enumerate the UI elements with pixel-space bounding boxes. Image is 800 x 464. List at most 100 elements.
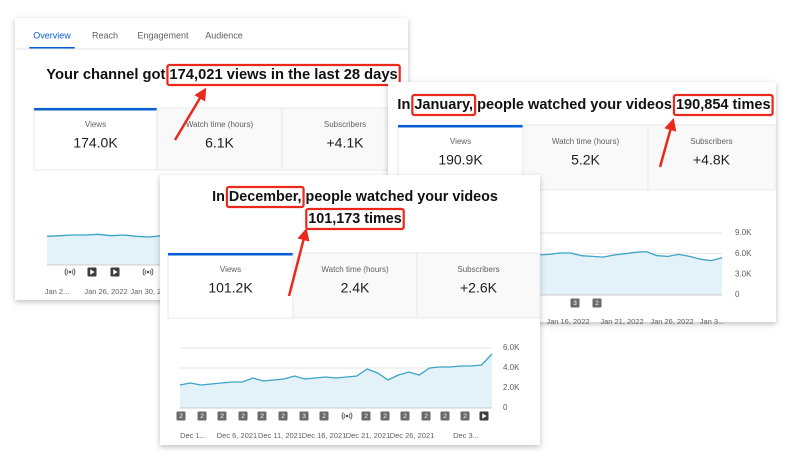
x-tick-label: Dec 1... xyxy=(180,431,206,440)
metric-label: Views xyxy=(220,265,241,274)
metric-selected-bar xyxy=(398,125,523,128)
metric-tile[interactable] xyxy=(281,107,409,171)
y-tick-label: 6.0K xyxy=(503,343,520,352)
marker-badge[interactable] xyxy=(319,411,329,421)
analytics-card: In December, people watched your videos 101… xyxy=(160,175,541,445)
metric-tile[interactable] xyxy=(167,252,294,319)
highlight-box xyxy=(672,93,774,117)
metric-selected-bar xyxy=(168,253,293,256)
metric-label: Watch time (hours) xyxy=(552,137,620,146)
metric-value: 190.9K xyxy=(438,152,483,168)
y-tick-label: 2.0K xyxy=(503,383,520,392)
metric-tile[interactable] xyxy=(522,124,649,191)
live-wave xyxy=(66,269,74,275)
x-tick-label: Jan 21, 2022 xyxy=(600,317,643,326)
metric-label: Watch time (hours) xyxy=(186,120,254,129)
marker-badge[interactable] xyxy=(197,411,207,421)
metric-tile[interactable] xyxy=(416,252,541,319)
headline-part: people watched your videos xyxy=(477,97,672,113)
x-tick-label: Dec 21, 2021 xyxy=(346,431,391,440)
metric-value: +2.6K xyxy=(460,280,498,296)
x-tick-label: Dec 6, 2021 xyxy=(217,431,257,440)
marker-count: 3 xyxy=(302,413,306,420)
marker-count: 2 xyxy=(322,413,326,420)
metric-label: Subscribers xyxy=(324,120,366,129)
headline-part: people watched your videos xyxy=(306,189,498,205)
highlight-box xyxy=(411,93,477,117)
metric-label: Views xyxy=(85,120,106,129)
live-wave xyxy=(343,413,351,419)
marker-badge[interactable] xyxy=(278,411,288,421)
tab[interactable]: Overview xyxy=(33,30,71,40)
marker-badge[interactable] xyxy=(421,411,431,421)
tab[interactable]: Reach xyxy=(92,30,118,40)
marker-count: 2 xyxy=(443,413,447,420)
metric-tile[interactable] xyxy=(156,107,283,171)
marker-count: 3 xyxy=(573,300,577,307)
metric-label: Subscribers xyxy=(690,137,732,146)
x-tick-label: Jan 26, 2022 xyxy=(650,317,693,326)
metric-tile[interactable] xyxy=(33,107,158,171)
marker-badge[interactable] xyxy=(238,411,248,421)
marker-count: 2 xyxy=(424,413,428,420)
x-tick-label: Dec 16, 2021 xyxy=(302,431,347,440)
marker-badge[interactable] xyxy=(460,411,470,421)
x-tick-label: Jan 30, 202 xyxy=(130,287,169,296)
x-tick-label: Dec 26, 2021 xyxy=(390,431,435,440)
metric-selected-bar xyxy=(34,108,157,111)
marker-badge[interactable] xyxy=(400,411,410,421)
x-tick-label: Jan 3... xyxy=(700,317,725,326)
headline-part: 101,173 times xyxy=(308,211,401,227)
callout-arrow xyxy=(658,117,677,168)
highlight-box xyxy=(305,207,405,231)
headline-part: January, xyxy=(414,97,473,113)
marker-badge[interactable] xyxy=(380,411,390,421)
marker-badge[interactable] xyxy=(217,411,227,421)
play-glyph xyxy=(113,269,118,275)
marker-badge[interactable] xyxy=(257,411,267,421)
metric-value: +4.8K xyxy=(693,152,731,168)
metric-value: 5.2K xyxy=(571,152,600,168)
metric-value: 2.4K xyxy=(341,280,370,296)
tab[interactable]: Engagement xyxy=(137,30,189,40)
metric-tile[interactable] xyxy=(292,252,418,319)
live-wave xyxy=(341,412,353,420)
metric-label: Watch time (hours) xyxy=(321,265,389,274)
marker-count: 2 xyxy=(364,413,368,420)
y-tick-label: 0 xyxy=(503,403,508,412)
marker-badge[interactable] xyxy=(361,411,371,421)
play-glyph xyxy=(482,413,487,419)
metric-value: 174.0K xyxy=(73,135,118,151)
x-tick-label: Dec 3... xyxy=(453,431,479,440)
live-icon xyxy=(68,270,72,274)
marker-badge[interactable] xyxy=(592,298,602,308)
y-tick-label: 4.0K xyxy=(503,363,520,372)
marker-count: 2 xyxy=(260,413,264,420)
line xyxy=(179,353,493,386)
live-icon xyxy=(345,414,349,418)
play-glyph xyxy=(90,269,95,275)
marker-count: 2 xyxy=(179,413,183,420)
marker-badge[interactable] xyxy=(299,411,309,421)
live-icon xyxy=(146,270,150,274)
live-wave xyxy=(64,268,76,276)
marker-badge[interactable] xyxy=(440,411,450,421)
metric-value: +4.1K xyxy=(327,135,365,151)
headline-part: In xyxy=(212,189,225,205)
callout-arrow xyxy=(287,227,310,297)
area xyxy=(180,354,492,408)
y-tick-label: 0 xyxy=(735,290,740,299)
headline-part: 174,021 views in the last 28 days xyxy=(169,67,397,83)
tab[interactable]: Audience xyxy=(205,30,243,40)
metric-label: Views xyxy=(450,137,471,146)
marker-count: 2 xyxy=(281,413,285,420)
highlight-box xyxy=(225,185,305,209)
highlight-box xyxy=(166,63,401,87)
marker-badge[interactable] xyxy=(176,411,186,421)
headline-part: In xyxy=(397,97,410,113)
marker-badge[interactable] xyxy=(570,298,580,308)
live-wave xyxy=(144,269,152,275)
x-tick-label: Jan 16, 2022 xyxy=(546,317,589,326)
marker-count: 2 xyxy=(403,413,407,420)
